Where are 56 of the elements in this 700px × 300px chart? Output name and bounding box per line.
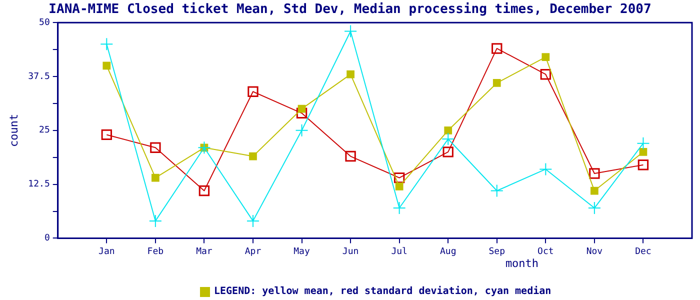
x-tick-label: Jun [342,246,359,257]
point [442,146,454,158]
point [346,70,354,78]
point [295,124,308,137]
point [248,86,258,97]
point [152,174,160,182]
y-tick-label: 0 [44,234,50,244]
x-tick-label: Feb [147,246,164,257]
x-tick-label: Mar [196,246,213,257]
point [490,184,504,198]
point [100,38,114,51]
y-tick-label: 25 [39,126,50,136]
y-tick-label: 37.5 [28,72,50,82]
point [148,214,162,228]
point [636,136,650,150]
point [101,129,112,140]
point [540,69,552,80]
point [589,168,600,179]
x-axis-title: month [505,257,539,270]
x-tick-label: Sep [488,246,506,257]
point [492,79,501,87]
y-axis-title: count [7,114,20,147]
point [102,62,111,70]
point [296,108,308,118]
point [298,104,306,113]
point [639,148,648,156]
point [345,150,356,162]
x-tick-label: Aug [440,246,456,257]
x-tick-label: Dec [635,246,652,257]
point [395,182,404,190]
point [442,132,455,146]
chart-title: IANA-MIME Closed ticket Mean, Std Dev, Median processing times, December 2007 [48,2,652,18]
point [542,53,550,62]
point [444,126,452,134]
point [246,214,260,228]
point [392,202,406,215]
y-tick-label: 50 [39,18,50,28]
point [394,172,405,184]
x-tick-label: Jan [98,246,115,257]
x-tick-label: Apr [244,246,262,257]
x-tick-label: May [294,246,310,257]
point [249,152,257,160]
y-tick-label: 12.5 [28,180,50,190]
point [344,24,358,38]
x-tick-label: Oct [538,246,554,257]
point [150,142,161,153]
x-tick-label: Nov [586,246,603,257]
point [198,141,211,154]
x-tick-label: Jul [391,246,408,257]
point [198,185,210,196]
text: LEGEND: yellow mean, red standard deviation, cyan median [214,286,552,297]
point [588,202,601,215]
point [539,162,552,176]
point [492,43,502,54]
point [590,186,598,195]
point [638,160,649,170]
